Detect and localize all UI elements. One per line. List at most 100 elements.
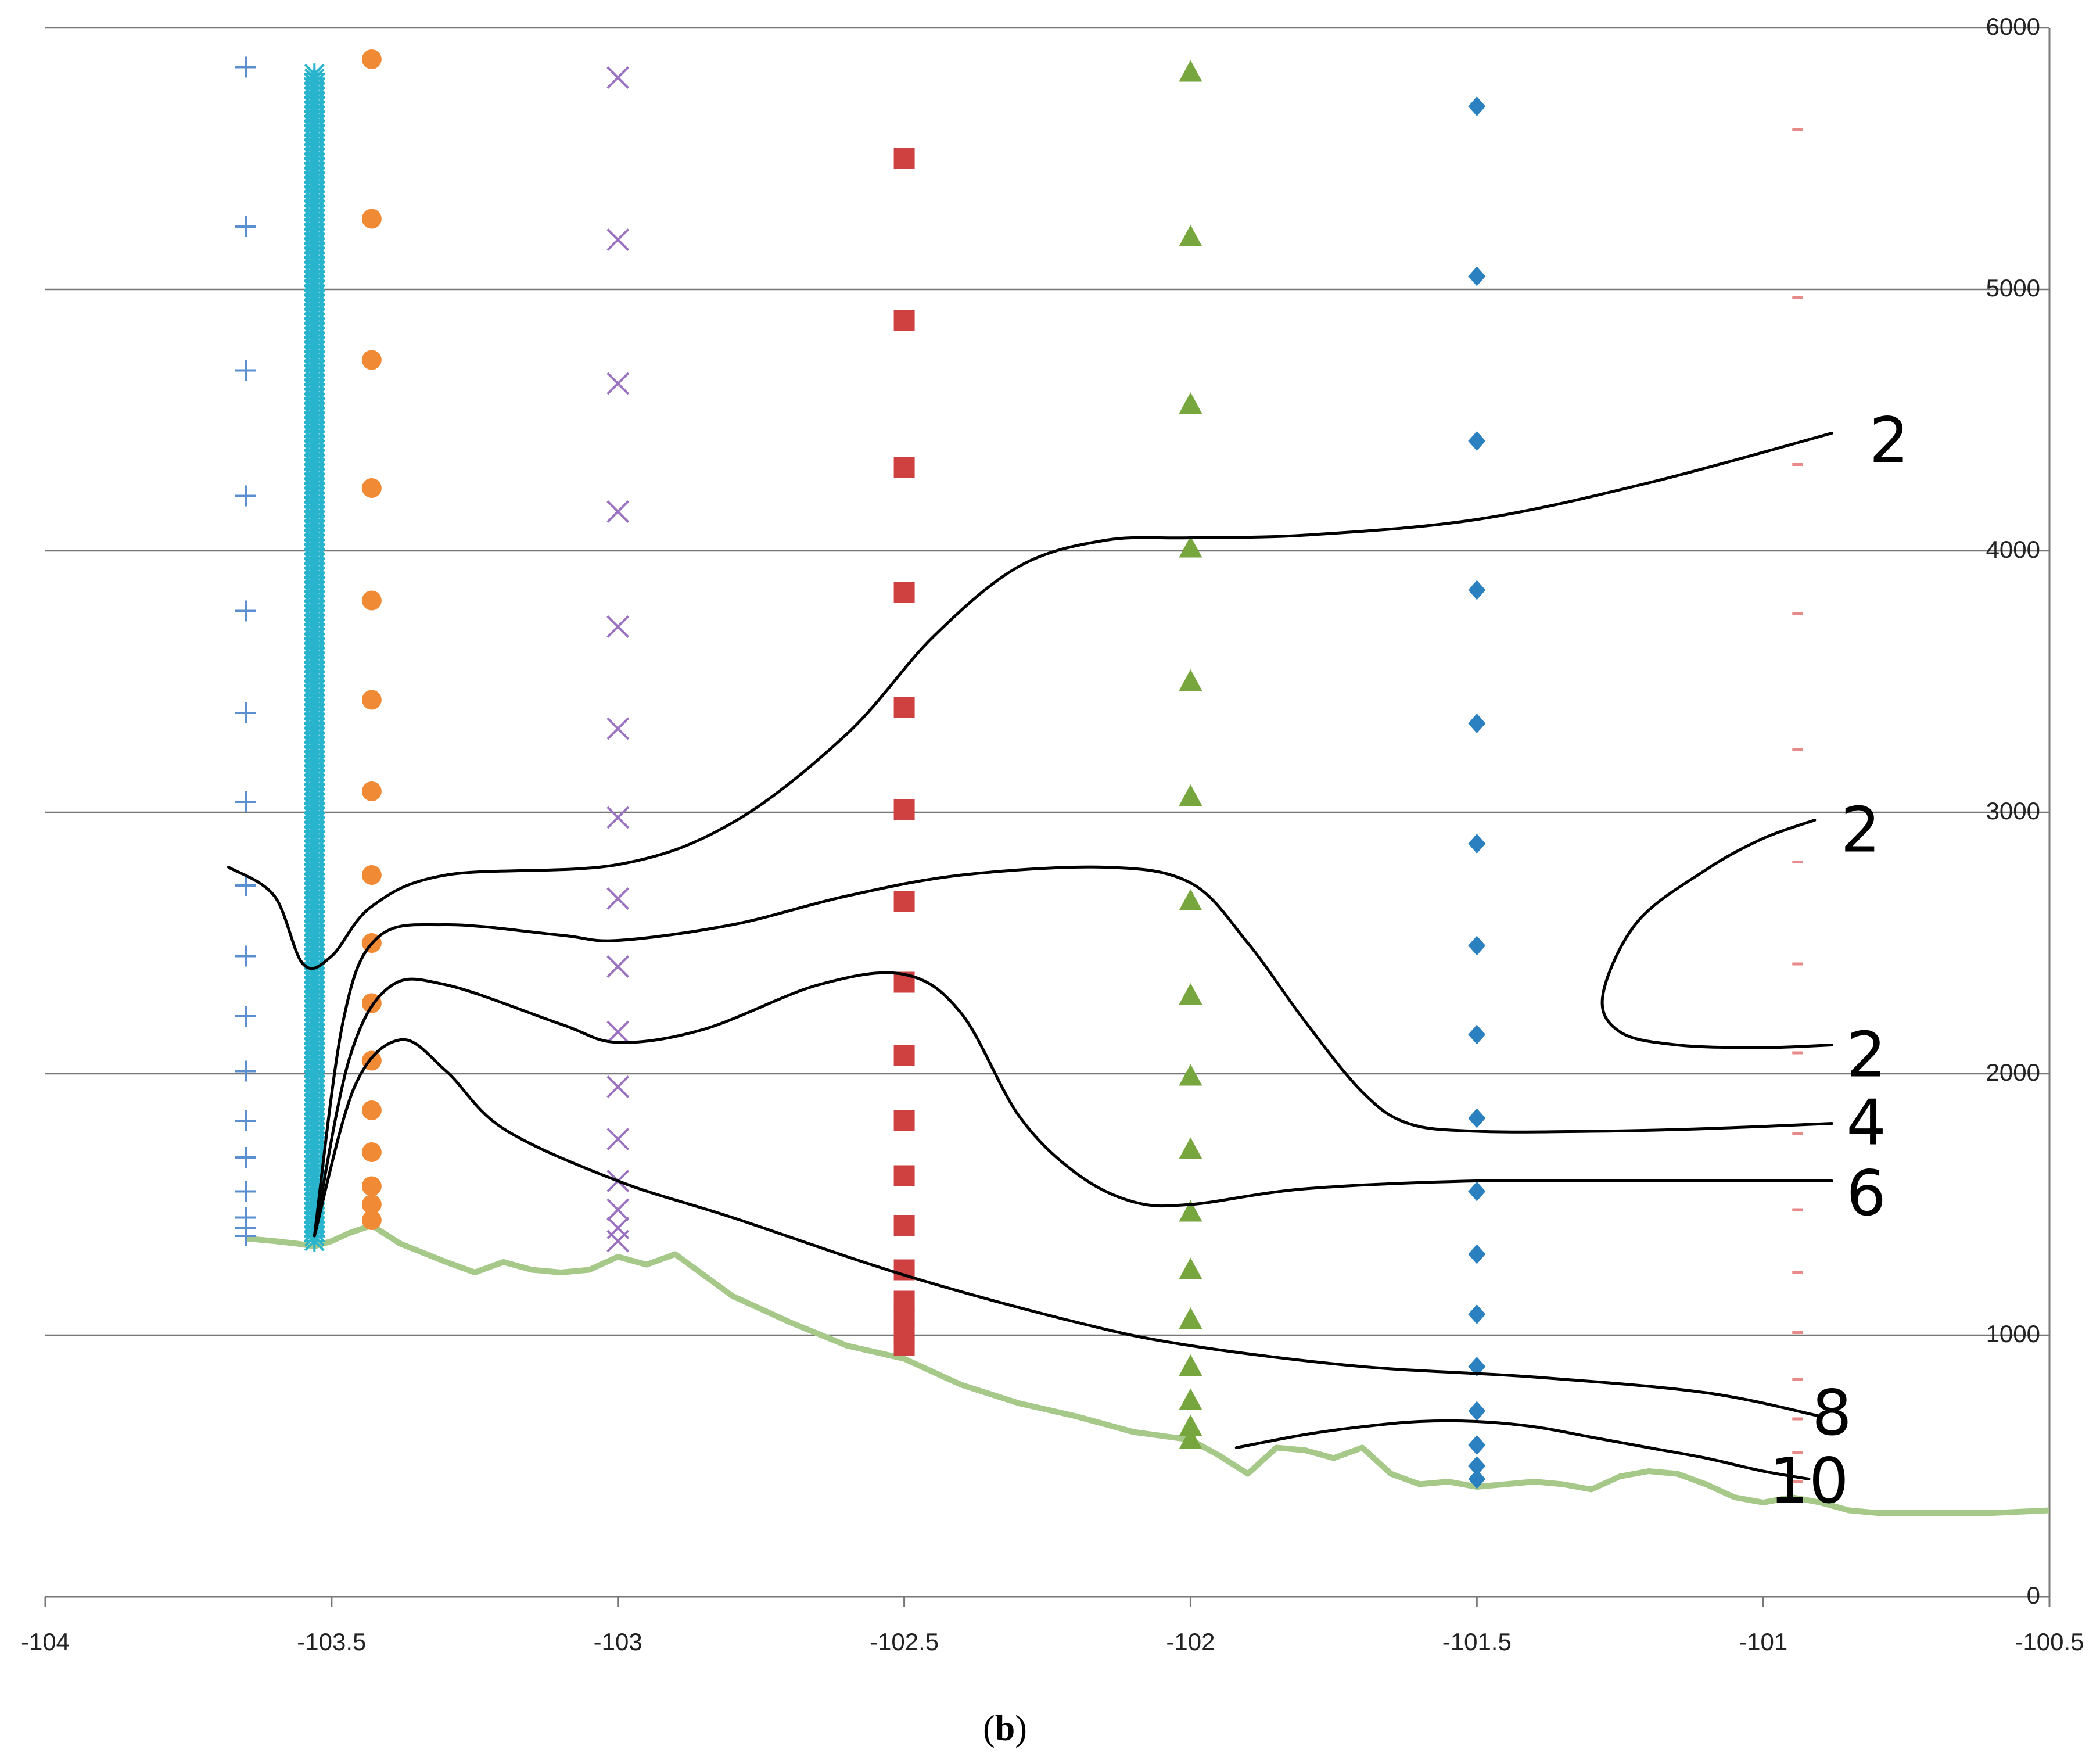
- y-tick-label: 3000: [1986, 797, 2040, 824]
- diamond-marker: [1468, 834, 1486, 854]
- square-marker: [893, 582, 915, 603]
- marker-shape: [1468, 266, 1486, 286]
- triangle-marker: [1179, 225, 1202, 246]
- x-marker: [606, 500, 630, 523]
- triangle-marker: [1179, 1064, 1202, 1086]
- contour-line-0: [227, 432, 1833, 970]
- marker-stroke: [606, 66, 630, 89]
- triangle-marker: [1179, 1257, 1202, 1279]
- circle-marker: [361, 865, 382, 885]
- marker-stroke: [606, 1128, 630, 1150]
- contour-label: 10: [1769, 1445, 1848, 1518]
- marker-shape: [1179, 392, 1202, 414]
- marker-shape: [361, 350, 382, 370]
- triangle-marker: [1179, 1354, 1202, 1376]
- square-marker: [893, 697, 915, 718]
- contour-label: 2: [1840, 794, 1880, 867]
- terrain-line: [245, 1222, 2050, 1516]
- y-tick-label: 1000: [1986, 1320, 2040, 1347]
- marker-shape: [893, 1165, 915, 1186]
- marker-shape: [893, 1110, 915, 1131]
- triangle-marker: [1179, 1307, 1202, 1329]
- x-tick-label: -104: [21, 1628, 70, 1655]
- square-marker: [893, 1335, 915, 1356]
- contour-line-5: [1234, 1419, 1811, 1480]
- contour-line-1: [313, 865, 1833, 1238]
- square-marker: [893, 891, 915, 912]
- plus-marker: [235, 485, 256, 507]
- y-tick-label: 2000: [1986, 1059, 2040, 1086]
- marker-stroke: [606, 887, 630, 910]
- x-marker: [606, 955, 630, 978]
- marker-shape: [1468, 1024, 1486, 1045]
- plus-marker: [235, 56, 256, 78]
- marker-stroke: [606, 372, 630, 395]
- marker-shape: [1179, 1388, 1202, 1410]
- triangle-marker: [1179, 1137, 1202, 1159]
- marker-shape: [1468, 431, 1486, 451]
- marker-shape: [1179, 1137, 1202, 1159]
- triangle-marker: [1179, 392, 1202, 414]
- diamond-marker: [1468, 1181, 1486, 1202]
- plus-marker: [235, 1110, 256, 1131]
- marker-shape: [893, 457, 915, 478]
- x-tick-label: -103.5: [297, 1628, 366, 1655]
- marker-shape: [893, 891, 915, 912]
- x-marker: [606, 372, 630, 395]
- plus-marker: [235, 1181, 256, 1202]
- circle-marker: [361, 690, 382, 710]
- marker-stroke: [606, 806, 630, 829]
- triangle-marker: [1179, 784, 1202, 806]
- marker-shape: [1179, 1414, 1202, 1436]
- triangle-marker: [1179, 60, 1202, 82]
- marker-shape: [361, 478, 382, 498]
- diamond-marker: [1468, 1108, 1486, 1128]
- diamond-marker: [1468, 935, 1486, 956]
- marker-shape: [361, 1100, 382, 1120]
- marker-shape: [1179, 983, 1202, 1005]
- triangle-marker: [1179, 669, 1202, 691]
- plus-marker: [235, 1060, 256, 1082]
- x-tick-label: -101.5: [1442, 1628, 1512, 1655]
- marker-shape: [1179, 1428, 1202, 1449]
- x-marker: [606, 1128, 630, 1150]
- series-diamond: [1468, 96, 1486, 1489]
- marker-shape: [1468, 1357, 1486, 1376]
- marker-shape: [893, 310, 915, 331]
- marker-shape: [1468, 714, 1486, 733]
- square-marker: [893, 457, 915, 478]
- x-marker: [606, 228, 630, 251]
- triangle-marker: [1179, 1200, 1202, 1222]
- square-marker: [893, 1110, 915, 1131]
- series-asterisk: [304, 63, 325, 1252]
- marker-stroke: [606, 1198, 630, 1221]
- marker-shape: [361, 209, 382, 229]
- x-marker: [606, 806, 630, 829]
- x-tick-label: -102: [1166, 1628, 1215, 1655]
- circle-marker: [361, 1142, 382, 1162]
- plus-marker: [235, 1006, 256, 1027]
- y-tick-label: 5000: [1986, 274, 2040, 302]
- marker-shape: [1179, 1064, 1202, 1086]
- marker-shape: [361, 1195, 382, 1214]
- marker-shape: [1179, 225, 1202, 246]
- tick-label-layer: 0 1000 2000 3000 4000 5000 6000 -104 -103.5 -103 -…: [21, 13, 2084, 1655]
- x-marker: [606, 66, 630, 89]
- x-marker: [606, 717, 630, 740]
- marker-shape: [361, 1176, 382, 1196]
- marker-shape: [1179, 1307, 1202, 1329]
- circle-marker: [361, 1100, 382, 1120]
- marker-shape: [893, 1335, 915, 1356]
- x-marker: [606, 615, 630, 638]
- diamond-marker: [1468, 1024, 1486, 1045]
- diamond-marker: [1468, 1244, 1486, 1264]
- contour-layer: [227, 432, 1833, 1480]
- x-marker: [606, 1229, 630, 1253]
- marker-stroke: [606, 615, 630, 638]
- triangle-marker: [1179, 1414, 1202, 1436]
- contour-line-3: [313, 971, 1833, 1238]
- marker-stroke: [606, 955, 630, 978]
- contour-label: 2: [1869, 404, 1909, 477]
